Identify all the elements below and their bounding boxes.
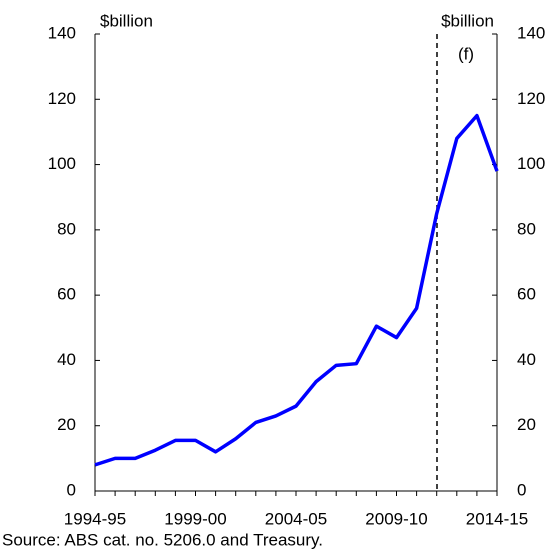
- x-tick-label: 1999-00: [164, 509, 226, 528]
- y2-tick-label: 60: [517, 285, 536, 304]
- y-tick-label: 80: [57, 219, 76, 238]
- x-tick-label: 2009-10: [365, 509, 427, 528]
- y-tick-label: 140: [48, 23, 76, 42]
- y-tick-label: 120: [48, 89, 76, 108]
- y2-tick-label: 140: [517, 23, 545, 42]
- y2-tick-label: 80: [517, 219, 536, 238]
- y-tick-label: 0: [67, 480, 76, 499]
- y-tick-label: 40: [57, 350, 76, 369]
- y2-tick-label: 120: [517, 89, 545, 108]
- x-tick-label: 2014-15: [466, 509, 528, 528]
- source-note: Source: ABS cat. no. 5206.0 and Treasury…: [2, 530, 323, 549]
- y-axis-label: $billion: [100, 11, 153, 30]
- y2-tick-label: 40: [517, 350, 536, 369]
- y-tick-label: 60: [57, 285, 76, 304]
- x-tick-label: 1994-95: [64, 509, 126, 528]
- y2-axis-label: $billion: [441, 11, 494, 30]
- y-tick-label: 100: [48, 154, 76, 173]
- y2-tick-label: 20: [517, 415, 536, 434]
- y-tick-label: 20: [57, 415, 76, 434]
- annotation: (f): [458, 44, 474, 63]
- y2-tick-label: 0: [517, 480, 526, 499]
- series-line: [94, 113, 499, 467]
- y2-tick-label: 100: [517, 154, 545, 173]
- x-tick-label: 2004-05: [265, 509, 327, 528]
